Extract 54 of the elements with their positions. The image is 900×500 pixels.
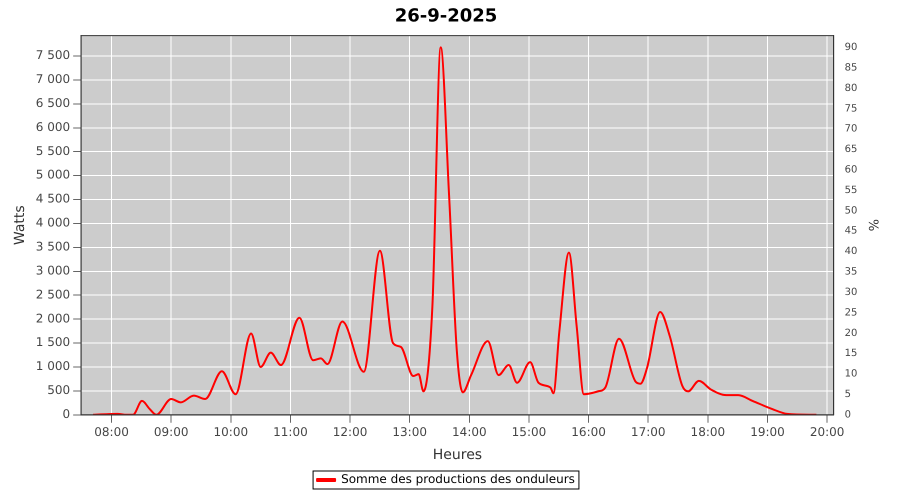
y2-tick-label: 80 bbox=[844, 82, 858, 94]
x-tick-label: 19:00 bbox=[750, 425, 785, 440]
y2-tick-label: 10 bbox=[844, 368, 858, 380]
y2-tick-label: 70 bbox=[844, 124, 858, 135]
y-tick-label: 6 000 bbox=[36, 120, 70, 134]
x-tick-label: 16:00 bbox=[571, 425, 606, 440]
y2-tick-label: 50 bbox=[844, 205, 858, 216]
x-tick-label: 18:00 bbox=[690, 425, 726, 440]
y2-tick-label: 45 bbox=[844, 226, 858, 237]
y2-tick-label: 25 bbox=[844, 307, 858, 318]
line-series bbox=[92, 46, 818, 415]
y-tick-label: 2 000 bbox=[36, 311, 70, 326]
y2-tick-label: 5 bbox=[844, 388, 852, 400]
x-tick-label: 12:00 bbox=[332, 425, 368, 440]
y2-tick-label: 75 bbox=[844, 103, 858, 114]
x-tick-label: 17:00 bbox=[630, 425, 666, 440]
x-tick-label: 15:00 bbox=[512, 425, 546, 440]
x-axis-title: Heures bbox=[432, 447, 482, 464]
x-tick-label: 20:00 bbox=[810, 425, 844, 440]
x-tick-label: 14:00 bbox=[452, 425, 487, 440]
y2-tick-label: 55 bbox=[844, 184, 858, 196]
x-tick-label: 11:00 bbox=[273, 425, 308, 440]
y-tick-label: 3 500 bbox=[36, 239, 70, 254]
y2-tick-label: 40 bbox=[844, 246, 858, 258]
y2-tick-label: 60 bbox=[844, 164, 858, 176]
y-tick-label: 4 500 bbox=[36, 192, 70, 206]
x-tick-label: 08:00 bbox=[94, 425, 129, 440]
y-tick-label: 5 000 bbox=[36, 168, 70, 182]
y2-tick-label: 35 bbox=[844, 266, 858, 278]
x-tick-label: 13:00 bbox=[392, 425, 428, 440]
y-tick-label: 2 500 bbox=[36, 287, 70, 302]
y2-tick-label: 65 bbox=[844, 144, 858, 156]
y2-tick-label: 0 bbox=[844, 409, 852, 420]
y-tick-label: 3 000 bbox=[36, 263, 70, 278]
y2-tick-label: 20 bbox=[844, 328, 858, 339]
y2-tick-label: 30 bbox=[844, 286, 858, 298]
y-tick-label: 4 000 bbox=[36, 216, 70, 230]
x-tick-label: 09:00 bbox=[154, 425, 188, 440]
x-tick-label: 10:00 bbox=[214, 425, 248, 440]
y2-tick-label: 15 bbox=[844, 348, 858, 360]
y-tick-label: 0 bbox=[62, 406, 70, 421]
y-tick-label: 5 500 bbox=[36, 144, 70, 158]
chart-title: 26-9-2025 bbox=[394, 5, 498, 26]
y-tick-label: 500 bbox=[47, 383, 70, 398]
y-tick-label: 1 500 bbox=[36, 335, 70, 350]
y2-axis-title: % bbox=[864, 219, 880, 232]
y-tick-label: 7 000 bbox=[36, 72, 70, 86]
y-tick-label: 1 000 bbox=[36, 359, 70, 374]
y-tick-label: 7 500 bbox=[36, 48, 70, 62]
y-axis-title: Watts bbox=[12, 205, 28, 246]
y2-tick-label: 90 bbox=[844, 42, 858, 54]
y-tick-label: 6 500 bbox=[36, 96, 70, 110]
legend-label: Somme des productions des onduleurs bbox=[341, 472, 575, 486]
y2-tick-label: 85 bbox=[844, 62, 858, 74]
